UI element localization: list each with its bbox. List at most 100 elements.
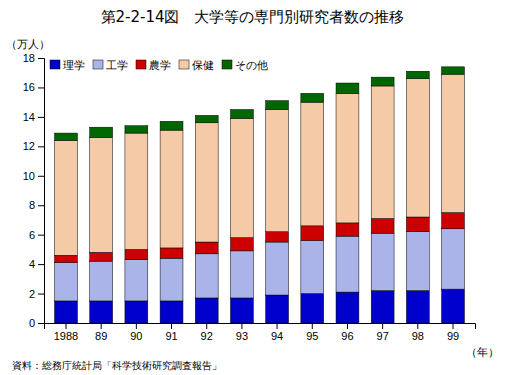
- bar: [442, 213, 465, 229]
- bar: [266, 110, 289, 232]
- bar: [125, 126, 148, 133]
- x-tick: 95: [306, 323, 318, 342]
- bar: [371, 77, 394, 86]
- x-tick: 92: [201, 323, 213, 342]
- x-tick: 90: [130, 323, 142, 342]
- x-tick: 99: [447, 323, 459, 342]
- legend: 理学工学農学保健その他: [50, 59, 268, 72]
- bar: [371, 233, 394, 290]
- y-axis: 024681012141618: [23, 52, 45, 329]
- y-tick-mark: [38, 323, 44, 324]
- bar: [336, 223, 359, 236]
- legend-label: 理学: [63, 59, 85, 72]
- chart-container: 0246810121416181988899091929394959697989…: [0, 0, 505, 375]
- x-tick-mark: [347, 323, 348, 329]
- legend-swatch: [179, 60, 189, 69]
- legend-swatch: [50, 60, 60, 69]
- bar: [55, 133, 78, 140]
- x-tick-mark: [206, 323, 207, 329]
- bar: [406, 291, 429, 323]
- bar: [160, 301, 183, 323]
- x-tick-label: 96: [341, 330, 353, 342]
- y-tick-mark: [38, 294, 44, 295]
- x-tick: 97: [377, 323, 389, 342]
- bar: [55, 301, 78, 323]
- bar: [442, 67, 465, 74]
- y-tick-mark: [38, 205, 44, 206]
- bar: [336, 236, 359, 292]
- title: 第2-2-14図 大学等の専門別研究者数の推移: [101, 8, 405, 26]
- x-tick-label: 89: [95, 330, 107, 342]
- bar-series: [55, 74, 465, 255]
- bar: [195, 242, 218, 254]
- x-tick: 89: [95, 323, 107, 342]
- bar: [195, 115, 218, 122]
- x-tick-label: 97: [377, 330, 389, 342]
- bar: [442, 289, 465, 323]
- bar: [195, 298, 218, 323]
- y-tick-mark: [38, 146, 44, 147]
- y-axis-title: （万人）: [6, 38, 50, 51]
- x-tick-mark: [241, 323, 242, 329]
- y-axis-line: [38, 59, 45, 324]
- bar: [230, 298, 253, 323]
- y-tick: 6: [29, 229, 44, 241]
- y-tick-label: 16: [23, 81, 35, 93]
- y-tick: 12: [23, 140, 44, 152]
- bar: [125, 249, 148, 259]
- bar: [371, 86, 394, 219]
- bar: [55, 263, 78, 301]
- bar: [266, 101, 289, 110]
- y-tick: 4: [29, 258, 44, 270]
- x-tick-mark: [101, 323, 102, 329]
- legend-swatch: [222, 60, 232, 69]
- bar: [406, 71, 429, 78]
- bar: [230, 110, 253, 119]
- legend-item: 農学: [136, 59, 171, 72]
- y-tick-label: 4: [29, 258, 35, 270]
- y-tick-mark: [38, 235, 44, 236]
- y-tick: 10: [23, 170, 44, 182]
- x-tick-mark: [453, 323, 454, 329]
- x-tick-label: 93: [236, 330, 248, 342]
- bar: [266, 242, 289, 295]
- x-tick: 98: [412, 323, 424, 342]
- legend-item: 工学: [93, 59, 128, 72]
- x-tick-mark: [382, 323, 383, 329]
- bar: [90, 261, 113, 301]
- y-tick-label: 12: [23, 140, 35, 152]
- x-tick-mark: [417, 323, 418, 329]
- x-tick-label: 90: [130, 330, 142, 342]
- bar: [160, 248, 183, 258]
- y-tick: 14: [23, 111, 44, 123]
- legend-label: 工学: [106, 59, 128, 72]
- bar: [442, 229, 465, 289]
- plot-area: 0246810121416181988899091929394959697989…: [23, 52, 476, 342]
- bar: [371, 291, 394, 323]
- legend-label: その他: [235, 59, 268, 72]
- chart-svg: 0246810121416181988899091929394959697989…: [0, 0, 505, 375]
- y-tick-label: 14: [23, 111, 35, 123]
- x-axis: 19888990919293949596979899: [45, 323, 476, 342]
- bar: [90, 252, 113, 261]
- x-tick: 96: [341, 323, 353, 342]
- x-tick-mark: [136, 323, 137, 329]
- x-tick: 91: [165, 323, 177, 342]
- bar: [195, 123, 218, 242]
- bar-series: [55, 289, 465, 323]
- bar: [406, 217, 429, 232]
- bar: [266, 232, 289, 242]
- bar: [160, 258, 183, 301]
- bar: [160, 121, 183, 130]
- bar: [55, 255, 78, 262]
- y-tick: 16: [23, 81, 44, 93]
- x-tick-label: 99: [447, 330, 459, 342]
- x-tick-mark: [277, 323, 278, 329]
- bar: [125, 260, 148, 301]
- legend-swatch: [136, 60, 146, 69]
- x-tick-label: 98: [412, 330, 424, 342]
- x-tick: 94: [271, 323, 283, 342]
- bar: [371, 218, 394, 233]
- x-tick-label: 91: [165, 330, 177, 342]
- annotation: 資料：総務庁統計局「科学技術研究調査報告」: [12, 360, 222, 371]
